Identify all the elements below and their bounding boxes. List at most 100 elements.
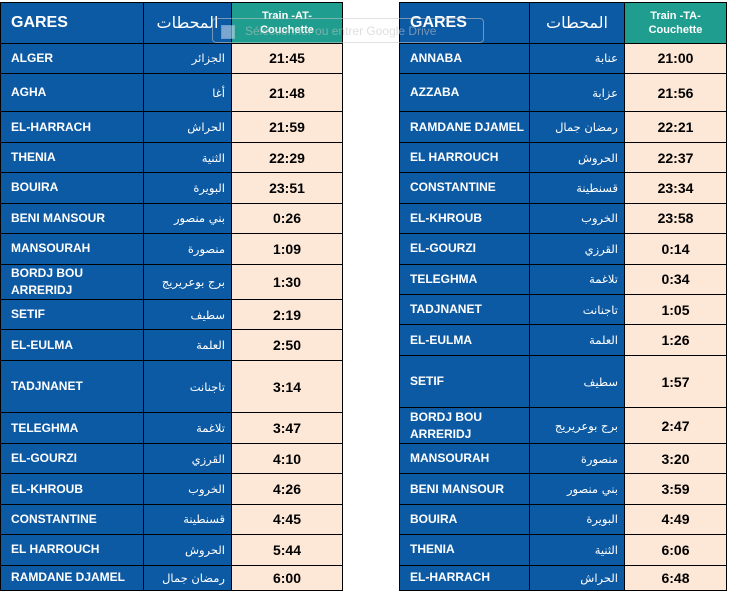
right-row: BENI MANSOUR بني منصور 3:59 [399,473,727,505]
left-row: MANSOURAH منصورة 1:09 [0,233,343,265]
station-name-ar: رمضان جمال [529,111,625,143]
right-row: BOUIRA البويرة 4:49 [399,503,727,536]
station-name-ar: بني منصور [143,202,232,235]
departure-time: 21:48 [231,72,343,113]
station-name-ar: البويرة [529,503,625,536]
left-row: ALGER الجزائر 21:45 [0,42,343,74]
right-row: BORDJ BOU ARRERIDJ برج بوعريريج 2:47 [399,407,727,444]
departure-time: 0:26 [231,202,343,235]
station-name: BORDJ BOU ARRERIDJ [399,407,530,444]
departure-time: 5:44 [231,534,343,566]
station-name-ar: الحراش [529,564,625,591]
right-header-stations-ar: المحطات [529,2,625,44]
departure-time: 0:34 [624,263,727,295]
station-name: TELEGHMA [0,412,144,444]
left-row: EL HARROUCH الحروش 5:44 [0,534,343,566]
station-name-ar: الخروب [529,202,625,235]
departure-time: 6:06 [624,534,727,566]
station-name-ar: البويرة [143,172,232,204]
station-name-ar: تاجنانت [143,359,232,414]
station-name-ar: برج بوعريريج [143,263,232,300]
departure-time: 3:59 [624,473,727,505]
station-name-ar: رمضان جمال [143,564,232,591]
departure-time: 3:47 [231,412,343,444]
left-header-stations: GARES [0,2,144,44]
departure-time: 3:14 [231,359,343,414]
station-name-ar: سطيف [143,298,232,331]
right-row: RAMDANE DJAMEL رمضان جمال 22:21 [399,111,727,143]
station-name-ar: أغا [143,72,232,113]
station-name-ar: الجزائر [143,42,232,74]
departure-time: 22:37 [624,141,727,174]
station-name-ar: عنابة [529,42,625,74]
station-name-ar: تلاغمة [143,412,232,444]
left-header-train: Train -AT- Couchette [231,2,343,44]
station-name: BENI MANSOUR [0,202,144,235]
departure-time: 21:45 [231,42,343,74]
station-name: CONSTANTINE [399,172,530,204]
right-row: EL HARROUCH الحروش 22:37 [399,141,727,174]
left-row: BOUIRA البويرة 23:51 [0,172,343,204]
station-name: THENIA [399,534,530,566]
departure-time: 6:48 [624,564,727,591]
departure-time: 23:58 [624,202,727,235]
station-name: ANNABA [399,42,530,74]
right-row: MANSOURAH منصورة 3:20 [399,442,727,475]
departure-time: 1:09 [231,233,343,265]
departure-time: 2:47 [624,407,727,444]
right-row: TELEGHMA تلاغمة 0:34 [399,263,727,295]
left-row: EL-HARRACH الحراش 21:59 [0,111,343,143]
left-row: BENI MANSOUR بني منصور 0:26 [0,202,343,235]
departure-time: 2:50 [231,329,343,361]
station-name: TADJNANET [0,359,144,414]
left-row: EL-GOURZI القرزي 4:10 [0,442,343,475]
left-row: THENIA الثنية 22:29 [0,141,343,174]
departure-time: 1:26 [624,324,727,356]
departure-time: 4:10 [231,442,343,475]
departure-time: 1:57 [624,354,727,409]
left-header-row: GARES المحطات Train -AT- Couchette [0,2,343,44]
right-row: EL-EULMA العلمة 1:26 [399,324,727,356]
station-name: EL HARROUCH [399,141,530,174]
right-row: ANNABA عنابة 21:00 [399,42,727,74]
station-name-ar: سطيف [529,354,625,409]
right-row: EL-HARRACH الحراش 6:48 [399,564,727,591]
right-row: THENIA الثنية 6:06 [399,534,727,566]
station-name-ar: قسنطينة [529,172,625,204]
station-name: EL-KHROUB [399,202,530,235]
right-row: EL-GOURZI القرزي 0:14 [399,233,727,265]
left-row: BORDJ BOU ARRERIDJ برج بوعريريج 1:30 [0,263,343,300]
departure-time: 0:14 [624,233,727,265]
station-name: EL HARROUCH [0,534,144,566]
left-row: CONSTANTINE قسنطينة 4:45 [0,503,343,536]
station-name: BENI MANSOUR [399,473,530,505]
left-row: AGHA أغا 21:48 [0,72,343,113]
departure-time: 4:26 [231,473,343,505]
departure-time: 6:00 [231,564,343,591]
right-header-stations: GARES [399,2,530,44]
right-row: SETIF سطيف 1:57 [399,354,727,409]
station-name: EL-HARRACH [399,564,530,591]
departure-time: 23:51 [231,172,343,204]
table-gutter [343,0,399,591]
right-row: AZZABA عزابة 21:56 [399,72,727,113]
right-schedule-body: GARES المحطات Train -TA- Couchette ANNAB… [399,2,727,591]
departure-time: 22:29 [231,141,343,174]
station-name-ar: قسنطينة [143,503,232,536]
left-row: RAMDANE DJAMEL رمضان جمال 6:00 [0,564,343,591]
left-schedule-body: GARES المحطات Train -AT- Couchette ALGER… [0,2,343,591]
station-name: EL-KHROUB [0,473,144,505]
departure-time: 3:20 [624,442,727,475]
station-name-ar: القرزي [143,442,232,475]
station-name-ar: تاجنانت [529,293,625,326]
station-name: BORDJ BOU ARRERIDJ [0,263,144,300]
right-row: EL-KHROUB الخروب 23:58 [399,202,727,235]
station-name: BOUIRA [399,503,530,536]
station-name: TELEGHMA [399,263,530,295]
departure-time: 23:34 [624,172,727,204]
departure-time: 2:19 [231,298,343,331]
right-header-row: GARES المحطات Train -TA- Couchette [399,2,727,44]
station-name: EL-EULMA [0,329,144,361]
station-name-ar: العلمة [529,324,625,356]
station-name: ALGER [0,42,144,74]
